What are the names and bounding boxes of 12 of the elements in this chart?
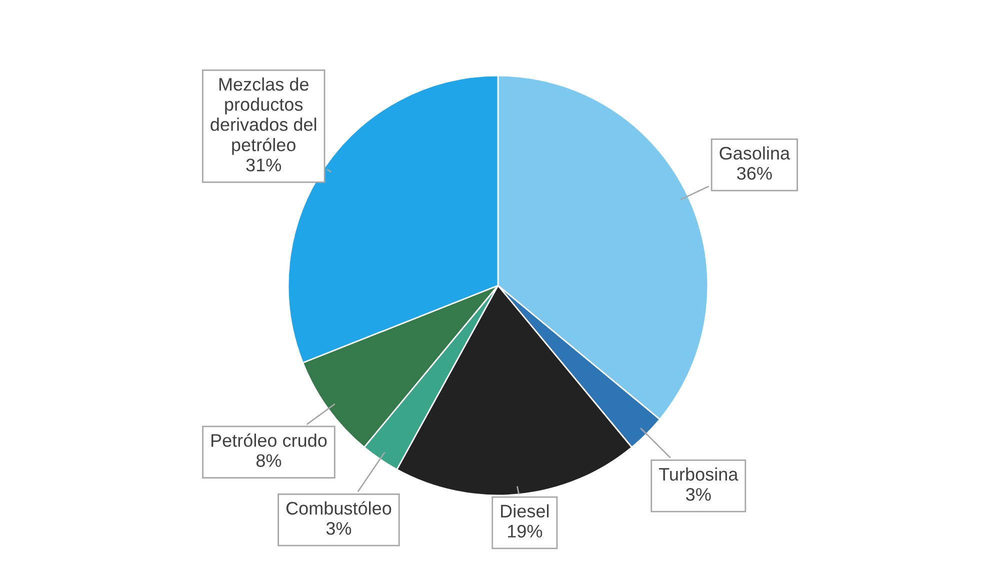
data-label: 3% <box>686 488 711 501</box>
slice-label: Mezclas de productos derivados del petróleo <box>210 77 316 155</box>
slice-label: Combustóleo <box>286 501 392 515</box>
data-label: 36% <box>737 166 772 180</box>
data-label: 8% <box>256 454 282 467</box>
data-label: 3% <box>326 522 352 535</box>
slice-label: Petróleo crudo <box>211 433 327 447</box>
data-label: 31% <box>246 158 282 172</box>
data-label: 19% <box>508 524 542 538</box>
slice-label: Turbosina <box>659 467 738 481</box>
slice-label: Gasolina <box>720 146 790 160</box>
slice-label: Diesel <box>501 504 549 518</box>
